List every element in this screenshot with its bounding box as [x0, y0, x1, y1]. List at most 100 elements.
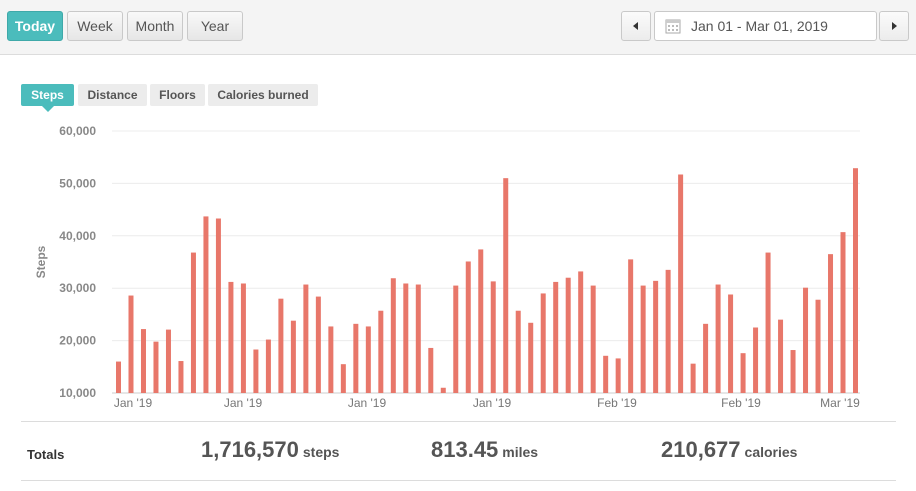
bar — [528, 322, 534, 393]
bar — [603, 355, 609, 393]
total-calories: 210,677 calories — [661, 437, 797, 463]
bar — [178, 361, 184, 393]
y-tick-label: 60,000 — [59, 124, 96, 138]
bar — [765, 252, 771, 393]
x-tick-label: Feb '19 — [597, 396, 637, 410]
bar — [153, 341, 159, 393]
steps-bar-chart: 60,000 50,000 40,000 30,000 20,000 10,000 Step… — [34, 124, 860, 410]
bar — [715, 284, 721, 393]
bar — [803, 287, 809, 393]
bar — [353, 323, 359, 393]
bar — [703, 323, 709, 393]
bar — [228, 281, 234, 393]
bar — [390, 278, 396, 393]
bar — [678, 174, 684, 393]
bar — [490, 281, 496, 393]
bar — [340, 364, 346, 393]
total-steps: 1,716,570 steps — [201, 437, 339, 463]
tab-steps[interactable]: Steps — [21, 84, 74, 112]
total-steps-value: 1,716,570 — [201, 437, 299, 462]
date-range-text: Jan 01 - Mar 01, 2019 — [691, 18, 828, 34]
total-steps-unit: steps — [302, 444, 340, 460]
bar — [365, 326, 371, 393]
caret-left-icon — [633, 22, 638, 30]
bar — [290, 320, 296, 393]
bar — [428, 347, 434, 393]
bar — [478, 249, 484, 393]
total-calories-unit: calories — [744, 444, 798, 460]
total-calories-value: 210,677 — [661, 437, 741, 462]
bar — [690, 363, 696, 393]
bar — [415, 284, 421, 393]
x-tick-label: Feb '19 — [721, 396, 761, 410]
previous-range-button[interactable] — [621, 11, 651, 41]
period-year-button[interactable]: Year — [187, 11, 243, 41]
y-tick-label: 20,000 — [59, 334, 96, 348]
totals-top-divider — [21, 421, 896, 422]
bar — [140, 329, 146, 393]
bar — [215, 218, 221, 393]
y-tick-label: 10,000 — [59, 386, 96, 400]
tab-floors[interactable]: Floors — [150, 84, 205, 106]
bar — [790, 350, 796, 393]
y-axis-label: Steps — [34, 245, 48, 278]
period-month-button[interactable]: Month — [127, 11, 183, 41]
x-tick-label: Jan '19 — [348, 396, 387, 410]
tab-distance[interactable]: Distance — [78, 84, 147, 106]
bar — [265, 339, 271, 393]
bar — [778, 319, 784, 393]
bar — [828, 254, 834, 393]
bar — [240, 283, 246, 393]
bar — [628, 259, 634, 393]
total-miles-value: 813.45 — [431, 437, 499, 462]
total-miles-unit: miles — [502, 444, 539, 460]
toolbar: Today Week Month Year Jan 01 - Mar 01, 2… — [0, 0, 916, 55]
bar — [253, 349, 259, 393]
bar — [465, 261, 471, 393]
bar — [403, 283, 409, 393]
bar — [578, 271, 584, 393]
next-range-button[interactable] — [879, 11, 909, 41]
bar — [203, 216, 209, 393]
period-week-button[interactable]: Week — [67, 11, 123, 41]
bar — [728, 294, 734, 393]
bar — [540, 293, 546, 393]
bar — [590, 285, 596, 393]
bar — [165, 329, 171, 393]
bar — [116, 361, 121, 393]
bar — [753, 327, 759, 393]
bar — [815, 299, 821, 393]
bar — [515, 310, 521, 393]
tab-calories-burned[interactable]: Calories burned — [208, 84, 318, 106]
totals-label: Totals — [27, 447, 65, 462]
y-tick-label: 50,000 — [59, 176, 96, 190]
bar — [840, 232, 846, 393]
bar — [665, 269, 671, 393]
bar — [565, 277, 571, 393]
calendar-icon — [665, 19, 681, 34]
x-tick-label: Jan '19 — [224, 396, 263, 410]
bar — [378, 310, 384, 393]
bar — [315, 296, 321, 393]
bar — [740, 353, 746, 393]
bar — [128, 295, 134, 393]
totals-bottom-divider — [21, 480, 896, 481]
y-tick-label: 40,000 — [59, 229, 96, 243]
bar — [615, 358, 621, 393]
bar — [278, 298, 284, 393]
bar — [653, 280, 659, 393]
bar — [853, 168, 858, 393]
x-tick-label: Mar '19 — [820, 396, 860, 410]
date-range-picker[interactable]: Jan 01 - Mar 01, 2019 — [654, 11, 877, 41]
bar — [328, 326, 334, 393]
y-tick-label: 30,000 — [59, 281, 96, 295]
x-tick-label: Jan '19 — [114, 396, 153, 410]
bar — [453, 285, 459, 393]
total-miles: 813.45 miles — [431, 437, 538, 463]
x-tick-label: Jan '19 — [473, 396, 512, 410]
period-today-button[interactable]: Today — [7, 11, 63, 41]
caret-right-icon — [892, 22, 897, 30]
bar — [190, 252, 196, 393]
bar — [303, 284, 309, 393]
bar — [553, 281, 559, 393]
